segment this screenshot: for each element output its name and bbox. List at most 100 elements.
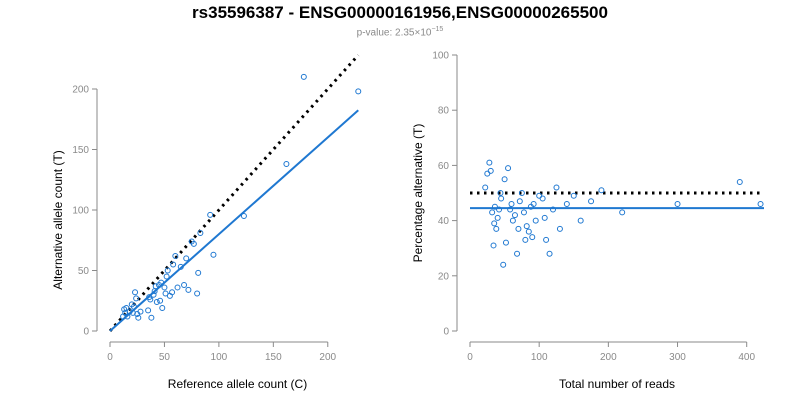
data-point	[130, 303, 137, 310]
data-point	[598, 187, 605, 194]
data-point	[525, 228, 532, 235]
data-point	[570, 192, 577, 199]
data-point	[137, 308, 144, 315]
data-point	[157, 297, 164, 304]
data-point	[207, 211, 214, 218]
p-value-prefix: p-value: 2.35	[356, 27, 415, 39]
x-tick-label: 100	[531, 352, 548, 363]
x-tick-label: 0	[467, 352, 473, 363]
data-point	[133, 295, 140, 302]
data-point	[522, 236, 529, 243]
data-point	[516, 198, 523, 205]
y-tick-label: 80	[438, 106, 450, 117]
data-point	[183, 255, 190, 262]
y-tick-label: 60	[438, 161, 450, 172]
data-point	[150, 291, 157, 298]
data-point	[159, 305, 166, 312]
data-point	[194, 290, 201, 297]
data-point	[556, 225, 563, 232]
y-tick-label: 200	[72, 85, 89, 96]
data-point	[507, 206, 514, 213]
y-tick-label: 100	[432, 51, 449, 62]
y-axis-label: Alternative allele count (T)	[51, 150, 65, 289]
data-point	[153, 298, 160, 305]
data-point	[518, 190, 525, 196]
data-point	[148, 314, 155, 321]
data-point	[197, 229, 204, 236]
data-point	[486, 159, 493, 166]
x-tick-label: 100	[211, 352, 228, 363]
data-point	[588, 198, 595, 205]
data-point	[240, 213, 247, 220]
data-point	[541, 214, 548, 221]
data-point	[484, 170, 491, 177]
data-point	[501, 176, 508, 183]
data-point	[498, 195, 505, 202]
reference-dotted-line	[108, 54, 360, 333]
data-point	[491, 203, 498, 210]
data-point	[553, 184, 560, 191]
data-point	[482, 184, 489, 191]
p-value-subtitle: p-value: 2.35×10−15	[0, 26, 800, 38]
data-point	[164, 267, 171, 274]
data-point	[508, 201, 515, 208]
data-point	[181, 282, 188, 289]
p-value-base: 10	[420, 27, 432, 39]
data-point	[523, 223, 530, 230]
data-point	[550, 206, 557, 213]
y-tick-label: 40	[438, 216, 450, 227]
y-tick-label: 0	[83, 327, 89, 338]
data-point	[515, 225, 522, 232]
data-point	[543, 236, 550, 243]
data-point	[511, 212, 518, 219]
data-point	[494, 214, 501, 221]
data-point	[169, 289, 176, 296]
data-point	[152, 283, 159, 290]
data-point	[502, 239, 509, 246]
data-point	[539, 195, 546, 202]
data-point	[546, 250, 553, 257]
data-point	[177, 263, 184, 270]
y-tick-label: 0	[443, 327, 449, 338]
data-point	[489, 209, 496, 216]
data-point	[500, 261, 507, 268]
y-tick-label: 100	[72, 206, 89, 217]
y-tick-label: 50	[78, 266, 90, 277]
data-point	[170, 261, 177, 268]
data-point	[185, 286, 192, 293]
data-point	[300, 73, 307, 80]
data-point	[190, 240, 197, 247]
data-point	[147, 296, 154, 303]
data-point	[174, 284, 181, 291]
y-axis-label: Percentage alternative (T)	[411, 124, 425, 263]
data-point	[135, 314, 142, 321]
data-point	[497, 190, 504, 196]
percentage-scatter-panel: 0 100 200 300 400 0 20 40 60 80 100 Total number of…	[411, 51, 764, 391]
data-point	[210, 251, 217, 258]
data-point	[674, 201, 681, 208]
x-tick-label: 200	[600, 352, 617, 363]
allele-count-scatter-panel: 0 50 100 150 200 0 50 100 150 200 Reference allele…	[51, 54, 362, 391]
y-tick-label: 150	[72, 145, 89, 156]
data-point	[145, 307, 152, 314]
data-point	[505, 165, 512, 172]
data-point	[490, 242, 497, 249]
x-tick-label: 200	[319, 352, 336, 363]
data-point	[563, 201, 570, 208]
data-point	[355, 88, 362, 95]
data-point	[532, 217, 539, 224]
x-axis-label: Reference allele count (C)	[168, 377, 307, 391]
data-point	[757, 201, 764, 208]
x-tick-label: 50	[159, 352, 171, 363]
data-point	[491, 220, 498, 227]
data-point	[496, 206, 503, 213]
data-point	[536, 192, 543, 199]
data-point	[493, 225, 500, 232]
data-point	[530, 201, 537, 208]
x-tick-label: 0	[107, 352, 113, 363]
data-point	[529, 234, 536, 241]
data-point	[172, 252, 179, 259]
data-point	[283, 161, 290, 168]
data-point	[123, 305, 130, 312]
x-tick-label: 400	[738, 352, 755, 363]
